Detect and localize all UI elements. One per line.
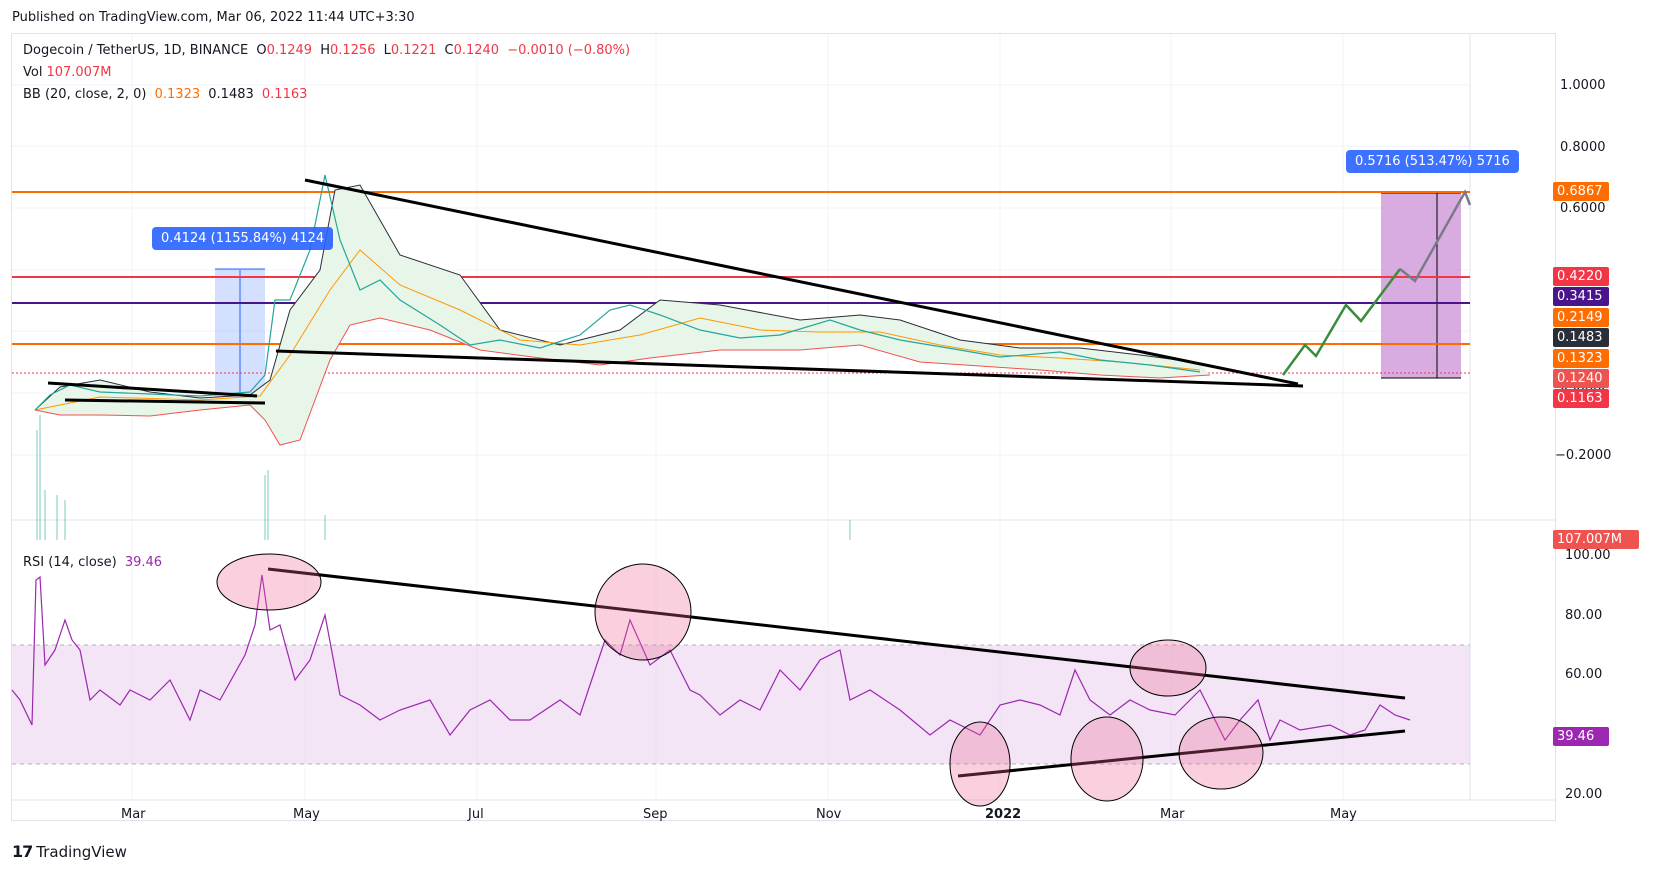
rsi-badge: 39.46 bbox=[1553, 727, 1609, 746]
price-tick: 0.8000 bbox=[1560, 140, 1606, 155]
price-badge: 0.1483 bbox=[1553, 328, 1609, 347]
measure-label-1: 0.4124 (1155.84%) 4124 bbox=[152, 227, 334, 250]
price-badge: 0.4220 bbox=[1553, 267, 1609, 286]
bb-band-fill bbox=[35, 185, 1210, 445]
volume-legend: Vol 107.007M bbox=[23, 65, 112, 80]
rsi-trendline-lower bbox=[957, 729, 1406, 778]
rsi-tick: 20.00 bbox=[1565, 787, 1603, 802]
price-badge: 0.2149 bbox=[1553, 308, 1609, 327]
rsi-tick: 100.00 bbox=[1565, 548, 1611, 563]
footer-brand[interactable]: 17 TradingView bbox=[12, 842, 127, 861]
time-tick: May bbox=[1330, 807, 1357, 822]
price-series bbox=[34, 174, 1201, 411]
projection-gray bbox=[1399, 189, 1472, 283]
highlight-ellipse-2 bbox=[594, 563, 692, 661]
highlight-ellipse-1 bbox=[216, 553, 322, 611]
time-tick: Mar bbox=[121, 807, 146, 822]
price-badge: 0.1240 bbox=[1553, 369, 1609, 388]
bb-basis bbox=[34, 249, 1201, 411]
volume-badge: 107.007M bbox=[1553, 530, 1639, 549]
projection-green bbox=[1281, 268, 1401, 376]
highlight-ellipse-6 bbox=[1178, 716, 1264, 790]
price-badge: 0.1323 bbox=[1553, 349, 1609, 368]
time-tick: Sep bbox=[643, 807, 668, 822]
price-tick: 1.0000 bbox=[1560, 78, 1606, 93]
trendline-upper bbox=[304, 178, 1299, 386]
price-badge: 0.3415 bbox=[1553, 287, 1609, 306]
measure-label-2: 0.5716 (513.47%) 5716 bbox=[1346, 150, 1519, 173]
rsi-series bbox=[11, 574, 1411, 742]
price-tick: 0.6000 bbox=[1560, 201, 1606, 216]
bb-lower bbox=[34, 317, 1211, 446]
price-badge: 0.6867 bbox=[1553, 182, 1609, 201]
tradingview-logo-icon: 17 bbox=[12, 842, 33, 861]
rsi-tick: 60.00 bbox=[1565, 667, 1603, 682]
time-tick: Jul bbox=[468, 807, 484, 822]
bb-legend: BB (20, close, 2, 0) 0.1323 0.1483 0.116… bbox=[23, 87, 308, 102]
rsi-band bbox=[12, 645, 1470, 764]
rsi-legend: RSI (14, close) 39.46 bbox=[23, 555, 163, 570]
rsi-trendline-upper bbox=[267, 567, 1406, 700]
volume-bars bbox=[36, 415, 851, 540]
price-badge: 0.1163 bbox=[1553, 389, 1609, 408]
highlight-ellipse-4 bbox=[949, 721, 1011, 807]
price-tick: −0.2000 bbox=[1555, 448, 1612, 463]
time-tick: 2022 bbox=[985, 807, 1022, 822]
highlight-ellipse-3 bbox=[1129, 639, 1207, 697]
rsi-tick: 80.00 bbox=[1565, 608, 1603, 623]
time-tick: Mar bbox=[1160, 807, 1185, 822]
ohlc-legend: Dogecoin / TetherUS, 1D, BINANCE O0.1249… bbox=[23, 43, 631, 58]
highlight-ellipse-5 bbox=[1070, 716, 1144, 802]
chart-frame[interactable] bbox=[11, 33, 1556, 821]
brand-name: TradingView bbox=[36, 842, 127, 861]
trendline-lower bbox=[275, 349, 1304, 388]
published-info: Published on TradingView.com, Mar 06, 20… bbox=[12, 10, 415, 25]
time-tick: Nov bbox=[816, 807, 842, 822]
time-tick: May bbox=[293, 807, 320, 822]
bb-upper bbox=[34, 184, 1201, 411]
